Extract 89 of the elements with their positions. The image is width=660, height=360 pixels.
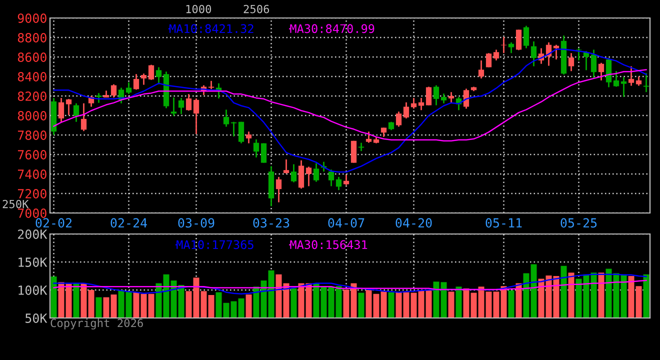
candlestick: [276, 176, 282, 203]
candlestick: [246, 130, 252, 144]
candlestick: [606, 57, 612, 88]
text: 1000: [186, 4, 212, 14]
candlestick: [126, 82, 132, 95]
candlestick: [193, 98, 200, 135]
x-tick-label: 02-02: [36, 218, 72, 228]
text: 250K: [2, 200, 29, 208]
y-tick-label: 7600: [18, 150, 46, 160]
y-tick-label: 7000: [18, 208, 46, 218]
y-tick-label: 7800: [18, 130, 46, 140]
candlestick: [508, 42, 514, 54]
line-series: [53, 280, 647, 290]
candlestick: [178, 97, 184, 115]
candlestick: [448, 91, 454, 104]
candlestick: [598, 62, 604, 82]
y-tick-label: 50K: [26, 314, 48, 323]
candlestick: [478, 60, 484, 80]
x-tick-label: 03-23: [253, 218, 290, 228]
candlestick: [350, 140, 357, 164]
y-tick-label: 150K: [18, 258, 48, 267]
candlestick: [133, 73, 140, 90]
candlestick: [328, 168, 334, 187]
candlestick: [440, 92, 447, 104]
candlestick: [170, 96, 177, 117]
candlestick: [208, 80, 214, 90]
candlestick: [230, 121, 237, 138]
x-tick-label: 04-20: [396, 218, 432, 228]
candlestick: [140, 72, 147, 86]
y-tick-label: 9000: [18, 14, 46, 23]
candlestick: [298, 160, 304, 190]
candlestick: [516, 29, 522, 51]
y-tick-label: 8400: [18, 72, 46, 82]
candlestick: [576, 48, 582, 62]
candlestick: [260, 142, 267, 164]
y-tick-label: 200K: [18, 230, 48, 239]
candlestick: [523, 25, 530, 49]
legend-label: MA30:156431: [290, 240, 368, 250]
y-tick-label: 8200: [18, 92, 46, 101]
candlestick: [500, 36, 507, 54]
candlestick: [223, 108, 230, 128]
candlestick: [66, 98, 72, 116]
y-tick-label: 8000: [18, 111, 46, 120]
x-tick-label: 03-09: [178, 218, 214, 228]
candlestick: [73, 102, 80, 123]
candlestick: [306, 166, 312, 187]
y-tick-label: 7400: [18, 170, 46, 179]
candlestick: [493, 48, 500, 62]
candlestick: [403, 102, 410, 120]
candlestick: [148, 64, 154, 81]
candlestick: [433, 84, 440, 106]
legend-label: MA30:8470.99: [290, 24, 374, 34]
candlestick: [313, 162, 320, 182]
legend-label: MA10:177365: [176, 240, 254, 250]
legend-label: MA10:8421.32: [170, 24, 254, 34]
y-tick-label: 100K: [18, 286, 48, 295]
candlestick: [283, 158, 290, 174]
candlestick: [58, 97, 64, 123]
candlestick: [613, 70, 620, 88]
candlestick: [590, 48, 597, 79]
y-tick-label: 7200: [18, 189, 46, 198]
candlestick: [110, 84, 117, 98]
x-tick-label: 04-07: [328, 218, 364, 228]
candlestick: [628, 66, 634, 86]
x-tick-label: 02-24: [110, 218, 147, 228]
candlestick: [238, 121, 244, 144]
candlestick: [366, 130, 372, 144]
candlestick: [96, 92, 102, 104]
candlestick: [636, 76, 642, 86]
candlestick: [156, 66, 162, 85]
candlestick: [186, 93, 192, 112]
candlestick: [253, 138, 260, 158]
candlestick: [380, 126, 387, 138]
candlestick: [486, 52, 492, 68]
candlestick: [396, 110, 402, 128]
candlestick: [80, 102, 87, 132]
candlestick: [568, 52, 574, 72]
x-tick-label: 05-25: [560, 218, 597, 228]
candlestick: [336, 176, 342, 191]
candlestick: [620, 76, 627, 98]
candlestick: [358, 142, 364, 152]
text: Copyright 2026: [50, 318, 143, 330]
x-tick-label: 05-11: [486, 218, 522, 228]
candlestick: [290, 164, 297, 183]
text: 2506: [244, 4, 270, 14]
candlestick: [530, 40, 537, 67]
candlestick: [426, 86, 432, 106]
y-tick-label: 8800: [18, 33, 46, 42]
y-tick-label: 8600: [18, 52, 46, 62]
